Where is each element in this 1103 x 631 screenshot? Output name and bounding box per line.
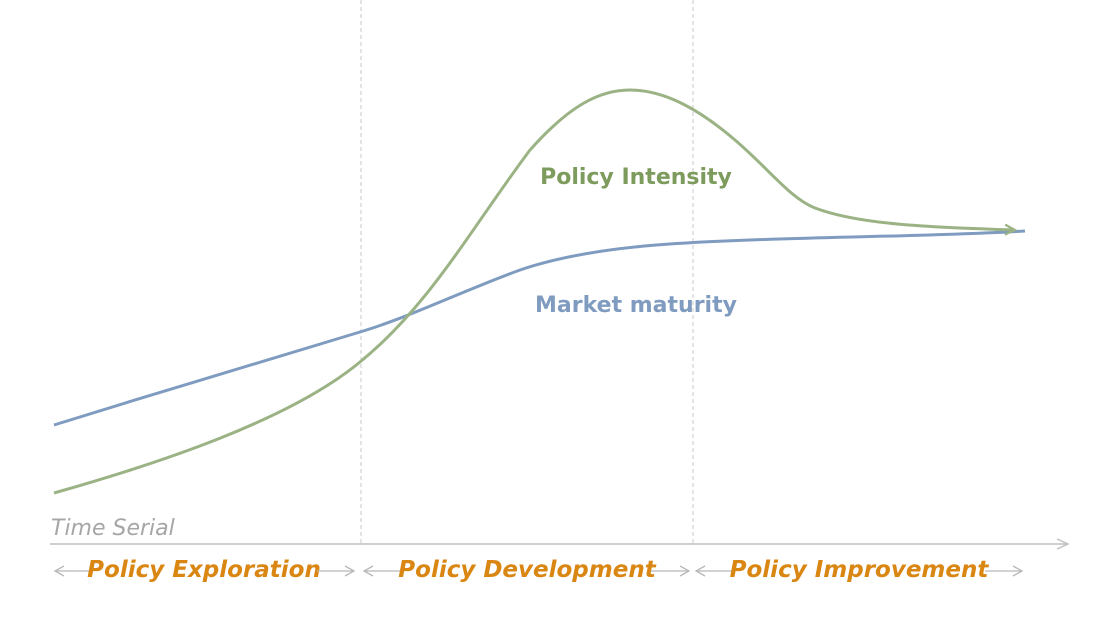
time-axis-label: Time Serial bbox=[51, 516, 175, 541]
market-maturity-curve bbox=[53, 229, 1026, 427]
phase-improvement-label: Policy Improvement bbox=[730, 557, 990, 583]
market-maturity-label: Market maturity bbox=[535, 293, 737, 318]
phase-exploration-label: Policy Exploration bbox=[87, 557, 321, 583]
phase-development-label: Policy Development bbox=[398, 557, 656, 583]
phase-development: Policy Development bbox=[362, 557, 691, 583]
phase-exploration: Policy Exploration bbox=[53, 557, 356, 583]
policy-intensity-curve bbox=[53, 88, 1018, 495]
policy-intensity-label: Policy Intensity bbox=[540, 165, 732, 190]
phase-improvement: Policy Improvement bbox=[694, 557, 1024, 583]
